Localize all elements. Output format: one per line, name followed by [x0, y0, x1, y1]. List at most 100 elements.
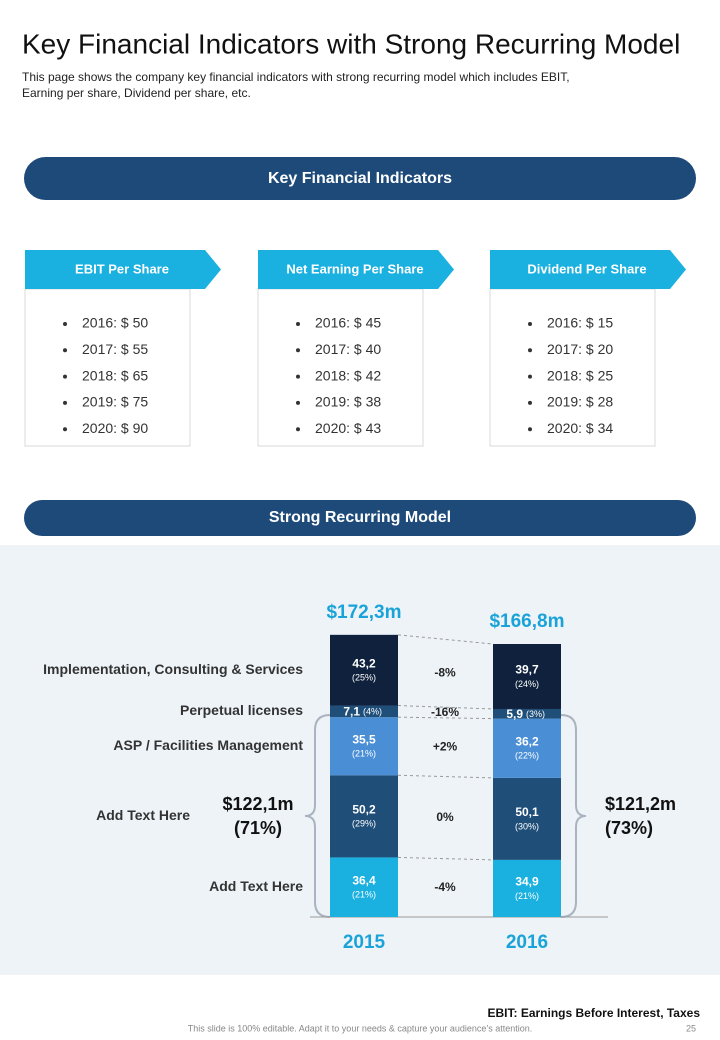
banner-text: Strong Recurring Model — [269, 509, 451, 526]
value-label: 35,5 — [352, 732, 376, 746]
bullet — [528, 374, 532, 379]
value-label: 50,1 — [515, 805, 539, 819]
bracket — [560, 714, 587, 918]
card-item: 2019: $ 75 — [82, 394, 148, 410]
card-item: 2020: $ 34 — [547, 420, 613, 436]
bar-segment — [330, 634, 398, 706]
card-item: 2019: $ 38 — [315, 394, 381, 410]
card-item: 2018: $ 65 — [82, 367, 148, 383]
share-label: (21%) — [352, 749, 376, 759]
bar-segment — [330, 775, 398, 858]
share-label: (3%) — [526, 709, 545, 719]
card-header — [490, 250, 686, 289]
bullet — [296, 374, 300, 379]
card-item: 2016: $ 45 — [315, 315, 381, 331]
card-item: 2016: $ 15 — [547, 315, 613, 331]
share-label: (24%) — [515, 679, 539, 689]
bar-segment — [330, 717, 398, 776]
subtotal-share: (71%) — [234, 818, 282, 838]
year-label: 2016 — [506, 932, 548, 953]
value-label: 50,2 — [352, 803, 376, 817]
share-label: (25%) — [352, 673, 376, 683]
bar-segment — [493, 644, 561, 709]
bullet — [528, 348, 532, 353]
subtitle: Earning per share, Dividend per share, e… — [22, 86, 251, 100]
row-label: ASP / Facilities Management — [113, 737, 303, 753]
share-label: (21%) — [515, 891, 539, 901]
banner — [24, 500, 696, 536]
value-label: 34,9 — [515, 875, 539, 889]
card-body — [24, 288, 191, 447]
card-item: 2016: $ 50 — [82, 315, 148, 331]
card-item: 2017: $ 20 — [547, 341, 613, 357]
card-item: 2017: $ 40 — [315, 341, 381, 357]
bullet — [296, 348, 300, 353]
card-header — [25, 250, 221, 289]
connector — [397, 774, 494, 779]
share-label: (30%) — [515, 821, 539, 831]
bullet — [296, 322, 300, 326]
subtitle: This page shows the company key financia… — [22, 70, 570, 84]
banner-text: Key Financial Indicators — [268, 170, 452, 187]
year-label: 2015 — [343, 932, 386, 953]
connector — [397, 634, 494, 645]
bullet — [528, 427, 532, 432]
card-item: 2017: $ 55 — [82, 341, 148, 357]
total-label: $172,3m — [326, 602, 401, 623]
share-label: (4%) — [363, 707, 382, 717]
subtotal-share: (73%) — [605, 818, 653, 838]
card-header — [258, 250, 454, 289]
subtotal-label: $122,1m — [222, 794, 293, 814]
bar-segment — [493, 777, 561, 860]
bar-segment — [493, 708, 561, 719]
card-item: 2018: $ 42 — [315, 367, 381, 383]
change-label: -16% — [431, 705, 459, 719]
bar-segment — [330, 857, 398, 917]
connector — [397, 716, 494, 720]
bullet — [63, 427, 67, 432]
row-label: Add Text Here — [96, 807, 190, 823]
change-label: +2% — [433, 739, 458, 753]
value-label: 36,2 — [515, 734, 539, 748]
share-label: (22%) — [515, 751, 539, 761]
value-label: 39,7 — [515, 663, 539, 677]
bullet — [63, 348, 67, 353]
subtotal-label: $121,2m — [605, 794, 676, 814]
value-label: 43,2 — [352, 656, 376, 670]
connector — [397, 856, 494, 861]
title: Key Financial Indicators with Strong Rec… — [22, 28, 680, 59]
card-title: Dividend Per Share — [527, 261, 646, 276]
footer-note: EBIT: Earnings Before Interest, Taxes — [487, 1006, 700, 1020]
value-label: 5,9 — [506, 707, 523, 721]
share-label: (21%) — [352, 890, 376, 900]
bullet — [63, 322, 67, 326]
card-item: 2018: $ 25 — [547, 367, 613, 383]
value-label: 36,4 — [352, 873, 376, 887]
share-label: (29%) — [352, 819, 376, 829]
page-number: 25 — [686, 1023, 696, 1033]
bar-segment — [493, 859, 561, 917]
card-body — [489, 288, 656, 447]
value-label: 7,1 — [343, 705, 360, 719]
bar-segment — [493, 718, 561, 778]
card-item: 2019: $ 28 — [547, 394, 613, 410]
card-title: Net Earning Per Share — [286, 261, 423, 276]
row-label: Implementation, Consulting & Services — [43, 661, 303, 677]
card-title: EBIT Per Share — [75, 261, 169, 276]
card-item: 2020: $ 43 — [315, 420, 381, 436]
total-label: $166,8m — [489, 611, 564, 632]
bullet — [528, 322, 532, 326]
bullet — [528, 400, 532, 405]
change-label: -4% — [434, 880, 456, 894]
bullet — [63, 400, 67, 405]
bullet — [296, 427, 300, 432]
bullet — [296, 400, 300, 405]
footer-text: This slide is 100% editable. Adapt it to… — [188, 1023, 533, 1033]
banner — [24, 157, 696, 200]
row-label: Perpetual licenses — [180, 702, 303, 718]
card-body — [257, 288, 424, 447]
connector — [397, 705, 494, 710]
row-label: Add Text Here — [209, 878, 303, 894]
